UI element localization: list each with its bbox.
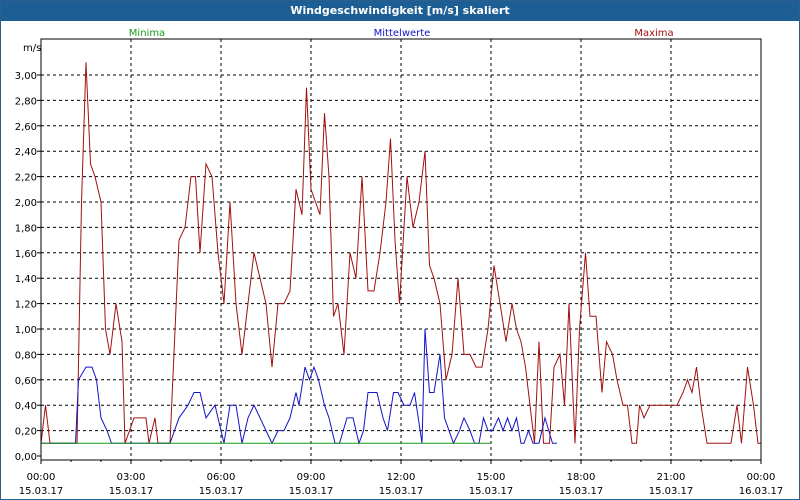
y-tick-label: 2,00 xyxy=(15,198,37,209)
y-tick-label: 3,00 xyxy=(15,71,37,82)
series-line-maxima xyxy=(41,62,761,444)
legend-item-minima: Minima xyxy=(129,28,165,39)
x-tick-date: 15.03.17 xyxy=(199,486,244,497)
x-tick-date: 15.03.17 xyxy=(289,486,334,497)
x-tick-time: 06:00 xyxy=(207,472,236,483)
x-tick-date: 15.03.17 xyxy=(559,486,604,497)
y-axis: 0,00 0,20 0,40 0,60 0,80 1,00 1,20 1,40 1,60 1,80… xyxy=(15,71,41,463)
y-tick-label: 2,60 xyxy=(15,122,37,133)
y-tick-label: 1,60 xyxy=(15,249,37,260)
series-line-mittelwerte xyxy=(41,328,557,446)
x-tick-time: 00:00 xyxy=(27,472,56,483)
y-tick-label: 0,60 xyxy=(15,376,37,387)
y-tick-label: 1,00 xyxy=(15,325,37,336)
x-tick-date: 15.03.17 xyxy=(469,486,514,497)
x-tick-date: 15.03.17 xyxy=(109,486,154,497)
legend-item-mittelwerte: Mittelwerte xyxy=(374,28,431,39)
y-tick-label: 0,00 xyxy=(15,452,37,463)
x-tick-date: 15.03.17 xyxy=(379,486,424,497)
x-tick-date: 15.03.17 xyxy=(649,486,694,497)
y-tick-label: 0,80 xyxy=(15,350,37,361)
x-axis: 00:00 15.03.17 03:00 15.03.17 06:00 15.03.17 0… xyxy=(19,460,784,497)
y-axis-unit: m/s xyxy=(23,43,41,54)
legend-item-maxima: Maxima xyxy=(634,28,673,39)
y-tick-label: 2,20 xyxy=(15,173,37,184)
legend: Minima Mittelwerte Maxima xyxy=(129,28,674,39)
window-title: Windgeschwindigkeit [m/s] skaliert xyxy=(1,1,799,21)
x-tick-time: 03:00 xyxy=(117,472,146,483)
y-tick-label: 0,20 xyxy=(15,427,37,438)
y-tick-label: 1,80 xyxy=(15,223,37,234)
y-tick-label: 1,20 xyxy=(15,300,37,311)
grid xyxy=(41,39,761,460)
x-tick-time: 21:00 xyxy=(657,472,686,483)
y-tick-label: 0,40 xyxy=(15,401,37,412)
x-tick-time: 12:00 xyxy=(387,472,416,483)
x-tick-time: 09:00 xyxy=(297,472,326,483)
series-group xyxy=(41,62,761,446)
y-tick-label: 1,40 xyxy=(15,274,37,285)
x-tick-time: 15:00 xyxy=(477,472,506,483)
plot-frame xyxy=(40,38,762,461)
x-tick-time: 18:00 xyxy=(567,472,596,483)
x-tick-date: 15.03.17 xyxy=(19,486,64,497)
y-tick-label: 2,40 xyxy=(15,147,37,158)
x-tick-time: 00:00 xyxy=(747,472,776,483)
y-tick-label: 2,80 xyxy=(15,96,37,107)
x-tick-date: 16.03.17 xyxy=(739,486,784,497)
